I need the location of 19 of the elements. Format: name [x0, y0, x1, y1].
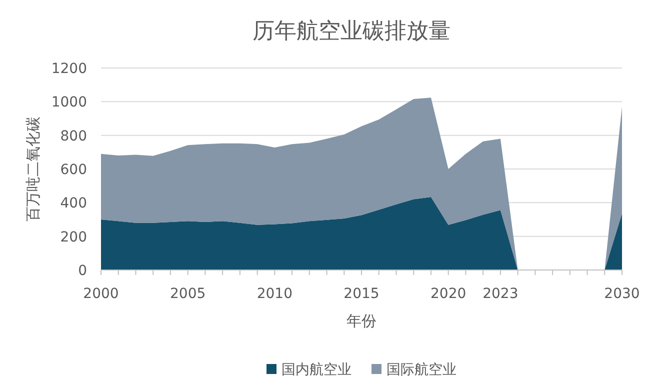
x-tick-label: 2010: [256, 286, 292, 302]
x-axis-title: 年份: [346, 312, 376, 330]
y-tick-label: 800: [60, 128, 87, 144]
x-tick-label: 2000: [83, 286, 119, 302]
chart-title: 历年航空业碳排放量: [252, 19, 450, 44]
y-tick-label: 400: [60, 196, 87, 212]
x-tick-label: 2015: [344, 286, 380, 302]
y-tick-label: 1200: [51, 61, 87, 77]
x-tick-label: 2030: [604, 286, 640, 302]
y-tick-label: 600: [60, 162, 87, 178]
legend-label: 国内航空业: [282, 362, 352, 378]
x-tick-label: 2020: [430, 286, 466, 302]
x-tick-label: 2023: [482, 286, 518, 302]
legend-label: 国际航空业: [386, 362, 456, 378]
y-tick-label: 200: [60, 229, 87, 246]
y-tick-label: 1000: [51, 94, 87, 111]
y-axis-title: 百万吨二氧化碳: [24, 116, 42, 222]
y-tick-label: 0: [78, 263, 87, 279]
x-tick-label: 2005: [170, 286, 206, 302]
